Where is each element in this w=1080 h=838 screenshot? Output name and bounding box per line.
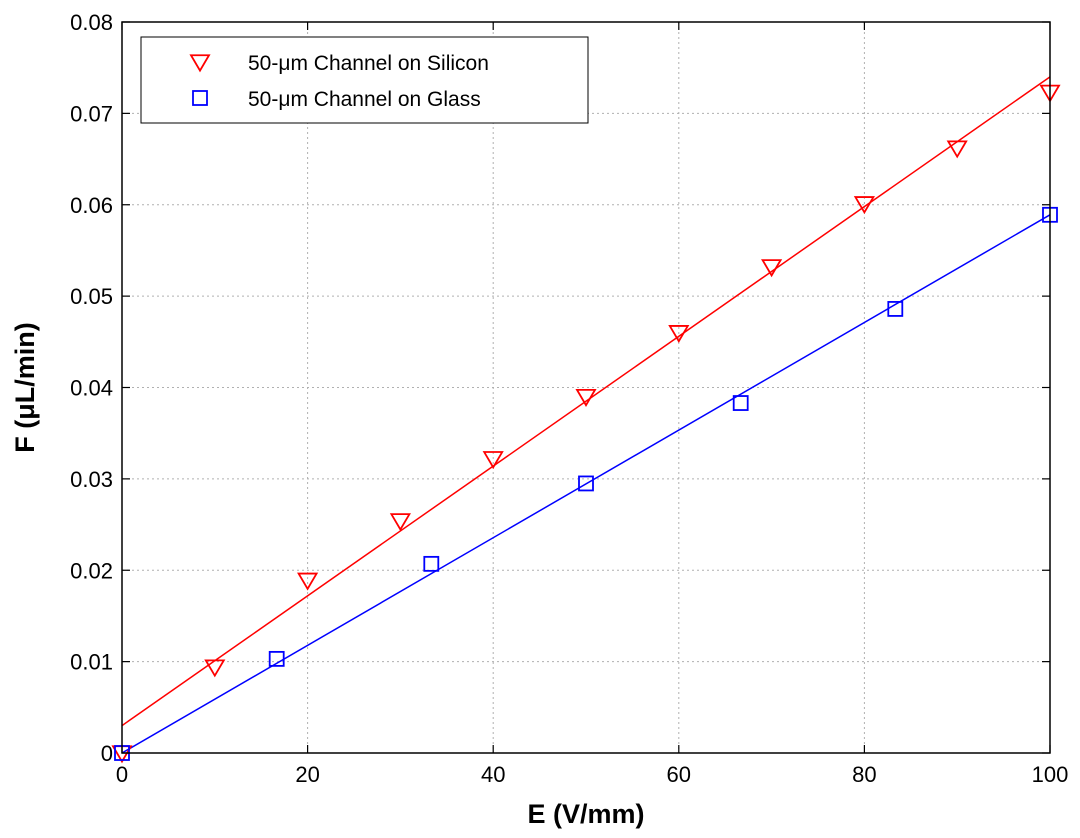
y-tick-label: 0.03 [70, 467, 113, 492]
legend-marker-silicon [189, 54, 211, 73]
plot-frame [121, 21, 1051, 754]
data-point-glass [268, 650, 285, 667]
x-tick-label: 40 [481, 762, 505, 787]
y-tick-label: 0.07 [70, 101, 113, 126]
legend-label-glass: 50-μm Channel on Glass [248, 88, 481, 111]
x-tick-label: 0 [116, 762, 128, 787]
legend-box [140, 36, 589, 124]
y-axis-label: F (μL/min) [10, 322, 40, 453]
grid-lines [122, 22, 1050, 753]
data-point-glass [578, 475, 594, 492]
data-point-silicon [389, 513, 411, 532]
data-point-glass [887, 301, 904, 317]
x-tick-label: 80 [852, 762, 876, 787]
data-point-silicon [204, 659, 226, 678]
data-point-glass [732, 395, 749, 411]
legend: 50-μm Channel on Silicon 50-μm Channel o… [140, 36, 589, 124]
y-tick-label: 0.04 [70, 376, 113, 401]
legend-symbol-glass [192, 90, 208, 106]
legend-symbol-silicon [189, 54, 211, 73]
x-tick-label: 20 [295, 762, 319, 787]
data-point-silicon [482, 451, 504, 470]
data-point-silicon [761, 259, 783, 278]
x-axis-label: E (V/mm) [527, 799, 644, 829]
x-tick-label: 60 [667, 762, 691, 787]
y-tick-label: 0.05 [70, 284, 113, 309]
fit-line-silicon [121, 76, 1051, 727]
legend-marker-glass [192, 90, 208, 106]
x-tick-label: 100 [1032, 762, 1069, 787]
fit-line-glass [121, 214, 1051, 754]
y-tick-label: 0.06 [70, 193, 113, 218]
data-point-silicon [946, 140, 968, 159]
y-tick-label: 0.08 [70, 10, 113, 35]
y-tick-labels: 0 0.01 0.02 0.03 0.04 0.05 0.06 0.07 0.08 [70, 10, 113, 766]
legend-label-silicon: 50-μm Channel on Silicon [248, 52, 489, 75]
y-tick-label: 0.02 [70, 558, 113, 583]
axis-ticks [121, 21, 1051, 754]
data-markers [111, 84, 1061, 764]
data-point-silicon [853, 196, 875, 215]
y-tick-label: 0 [101, 741, 113, 766]
data-point-silicon [297, 572, 319, 591]
data-point-silicon [668, 325, 690, 344]
y-tick-label: 0.01 [70, 650, 113, 675]
x-tick-labels: 0 20 40 60 80 100 [116, 762, 1068, 787]
fit-lines [121, 76, 1051, 754]
data-point-silicon [575, 388, 597, 407]
data-point-glass [423, 555, 440, 572]
